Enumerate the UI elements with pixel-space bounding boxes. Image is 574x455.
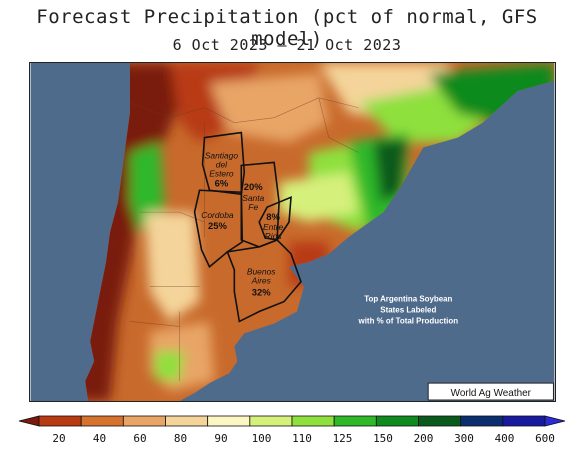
legend-tick-label: 110 bbox=[292, 432, 312, 445]
legend-color-box bbox=[291, 415, 335, 427]
note-line-2: States Labeled bbox=[380, 306, 436, 315]
legend-tick-label: 150 bbox=[373, 432, 393, 445]
legend-arrow-high bbox=[544, 415, 566, 427]
legend-color-box bbox=[207, 415, 251, 427]
state-labels: Santiago del Estero 6% 20% Santa Fe Cordoba… bbox=[201, 150, 283, 298]
map-title: Forecast Precipitation (pct of normal, G… bbox=[36, 6, 538, 50]
state-name-santiago: Santiago del Estero bbox=[205, 150, 239, 178]
legend-color-box bbox=[418, 415, 462, 427]
legend-tick-label: 60 bbox=[133, 432, 146, 445]
legend-tick-label: 80 bbox=[174, 432, 187, 445]
state-pct-santiago: 6% bbox=[215, 178, 229, 189]
credit-box bbox=[427, 382, 554, 401]
legend-color-box bbox=[375, 415, 419, 427]
color-legend: 20 40 60 80 90 100 110 125 150 200 300 400 600 bbox=[18, 415, 566, 445]
legend-tick-label: 20 bbox=[52, 432, 65, 445]
legend-color-box bbox=[460, 415, 504, 427]
state-name-buenos-aires: Buenos Aires bbox=[247, 267, 276, 286]
note-line-3: with % of Total Production bbox=[358, 316, 459, 325]
legend-color-box bbox=[333, 415, 377, 427]
state-name-entre-rios: Entre Rios bbox=[263, 222, 283, 241]
legend-tick-label: 300 bbox=[454, 432, 474, 445]
legend-tick-label: 200 bbox=[414, 432, 434, 445]
legend-color-box bbox=[502, 415, 546, 427]
precipitation-map: Santiago del Estero 6% 20% Santa Fe Cordoba… bbox=[29, 62, 556, 402]
legend-tick-label: 400 bbox=[495, 432, 515, 445]
legend-color-box bbox=[249, 415, 293, 427]
state-name-santa-fe: Santa Fe bbox=[242, 193, 264, 212]
state-pct-buenos-aires: 32% bbox=[252, 288, 271, 299]
legend-color-boxes bbox=[18, 415, 566, 427]
soybean-state-borders bbox=[193, 131, 302, 323]
date-range: 6 Oct 2023 – 21 Oct 2023 bbox=[172, 36, 402, 54]
legend-color-box bbox=[80, 415, 124, 427]
legend-tick-label: 600 bbox=[535, 432, 555, 445]
legend-tick-label: 90 bbox=[214, 432, 227, 445]
entre-rios-border bbox=[258, 195, 292, 241]
cordoba-border bbox=[193, 189, 244, 269]
state-pct-santa-fe: 20% bbox=[244, 182, 263, 193]
note-line-1: Top Argentina Soybean bbox=[364, 295, 452, 304]
credit-text: World Ag Weather bbox=[451, 388, 532, 399]
production-note: Top Argentina Soybean States Labeled wit… bbox=[358, 295, 459, 326]
legend-tick-labels: 20 40 60 80 90 100 110 125 150 200 300 400 600 bbox=[52, 432, 555, 445]
legend-color-box bbox=[38, 415, 82, 427]
legend-color-box bbox=[122, 415, 166, 427]
state-pct-cordoba: 25% bbox=[208, 221, 227, 232]
legend-arrow-low bbox=[18, 415, 40, 427]
buenos-aires-border bbox=[226, 239, 302, 323]
state-pct-entre-rios: 8% bbox=[266, 212, 280, 223]
legend-tick-label: 40 bbox=[93, 432, 106, 445]
legend-color-box bbox=[165, 415, 209, 427]
legend-tick-label: 125 bbox=[333, 432, 353, 445]
state-name-cordoba: Cordoba bbox=[201, 210, 234, 220]
legend-tick-label: 100 bbox=[252, 432, 272, 445]
